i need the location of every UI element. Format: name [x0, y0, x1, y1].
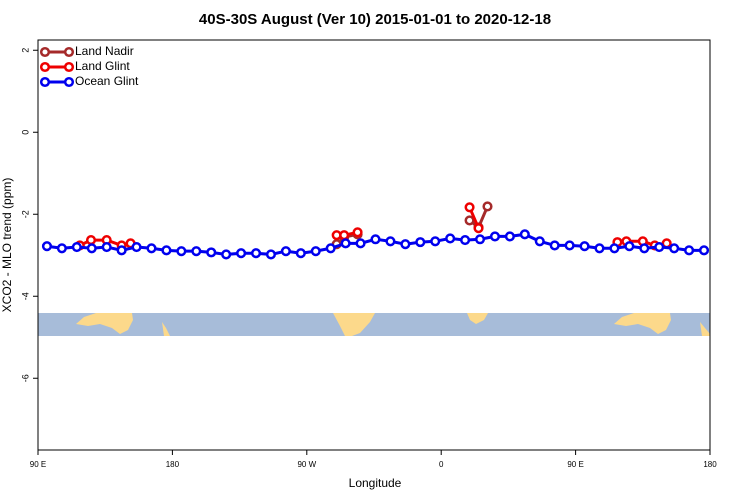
data-point — [250, 248, 262, 259]
data-point — [698, 245, 710, 256]
data-point — [669, 243, 680, 254]
data-point — [400, 239, 411, 250]
data-point — [146, 243, 157, 254]
x-tick-label: 90 E — [30, 460, 46, 469]
data-point — [445, 233, 456, 244]
data-point — [639, 243, 650, 254]
x-tick-label: 180 — [166, 460, 180, 469]
x-tick-label: 90 E — [567, 460, 583, 469]
legend-label: Land Glint — [75, 59, 130, 73]
data-point — [176, 246, 187, 257]
legend-marker — [63, 76, 75, 88]
data-point — [684, 245, 695, 256]
legend-marker — [63, 61, 75, 73]
data-point — [549, 240, 560, 251]
data-point — [310, 246, 321, 257]
data-point — [56, 243, 67, 254]
data-point — [579, 241, 590, 252]
y-tick-label: -4 — [20, 292, 30, 300]
data-point — [161, 245, 172, 256]
data-point — [41, 241, 53, 252]
data-point — [504, 231, 515, 242]
data-point — [86, 243, 97, 254]
y-tick-label: -2 — [20, 210, 30, 218]
data-point — [85, 235, 97, 246]
data-point — [352, 227, 363, 238]
data-point — [482, 201, 493, 212]
data-point — [594, 243, 605, 254]
data-point — [339, 230, 350, 241]
legend-marker — [63, 46, 75, 58]
data-point — [534, 236, 545, 247]
legend-marker — [39, 76, 51, 88]
legend-label: Land Nadir — [75, 44, 134, 58]
data-point — [564, 240, 575, 251]
data-point — [609, 243, 620, 254]
chart-title: 40S-30S August (Ver 10) 2015-01-01 to 20… — [199, 11, 551, 28]
x-tick-label: 0 — [439, 460, 444, 469]
data-point — [71, 242, 82, 253]
legend-marker — [39, 46, 51, 58]
data-point — [473, 223, 484, 234]
data-point — [131, 242, 142, 253]
data-point — [385, 236, 396, 247]
data-point — [295, 248, 306, 259]
data-point — [460, 235, 471, 246]
data-point — [340, 238, 351, 249]
data-point — [191, 246, 202, 257]
map-strip — [38, 313, 710, 336]
data-point — [519, 229, 530, 240]
data-point — [464, 202, 475, 213]
data-point — [415, 237, 426, 248]
data-point — [489, 231, 501, 242]
x-tick-label: 90 W — [297, 460, 316, 469]
data-point — [325, 243, 336, 254]
data-point — [464, 215, 475, 226]
legend-label: Ocean Glint — [75, 74, 139, 88]
data-point — [474, 234, 486, 245]
data-point — [116, 245, 127, 256]
plot-frame — [37, 39, 711, 451]
data-point — [624, 241, 635, 252]
legend-marker — [39, 61, 51, 73]
data-point — [430, 236, 441, 247]
data-point — [236, 248, 247, 259]
y-tick-label: 0 — [20, 130, 30, 135]
data-point — [355, 238, 366, 249]
data-point — [206, 247, 217, 258]
data-point — [370, 234, 381, 245]
y-axis-label: XCO2 - MLO trend (ppm) — [0, 178, 14, 313]
data-point — [280, 246, 291, 257]
x-tick-label: 180 — [703, 460, 717, 469]
data-point — [101, 242, 112, 253]
y-tick-label: -6 — [20, 374, 30, 382]
data-point — [265, 249, 277, 260]
y-tick-label: 2 — [20, 48, 30, 53]
data-point — [221, 249, 232, 260]
data-point — [654, 242, 665, 253]
x-axis-label: Longitude — [349, 476, 402, 490]
